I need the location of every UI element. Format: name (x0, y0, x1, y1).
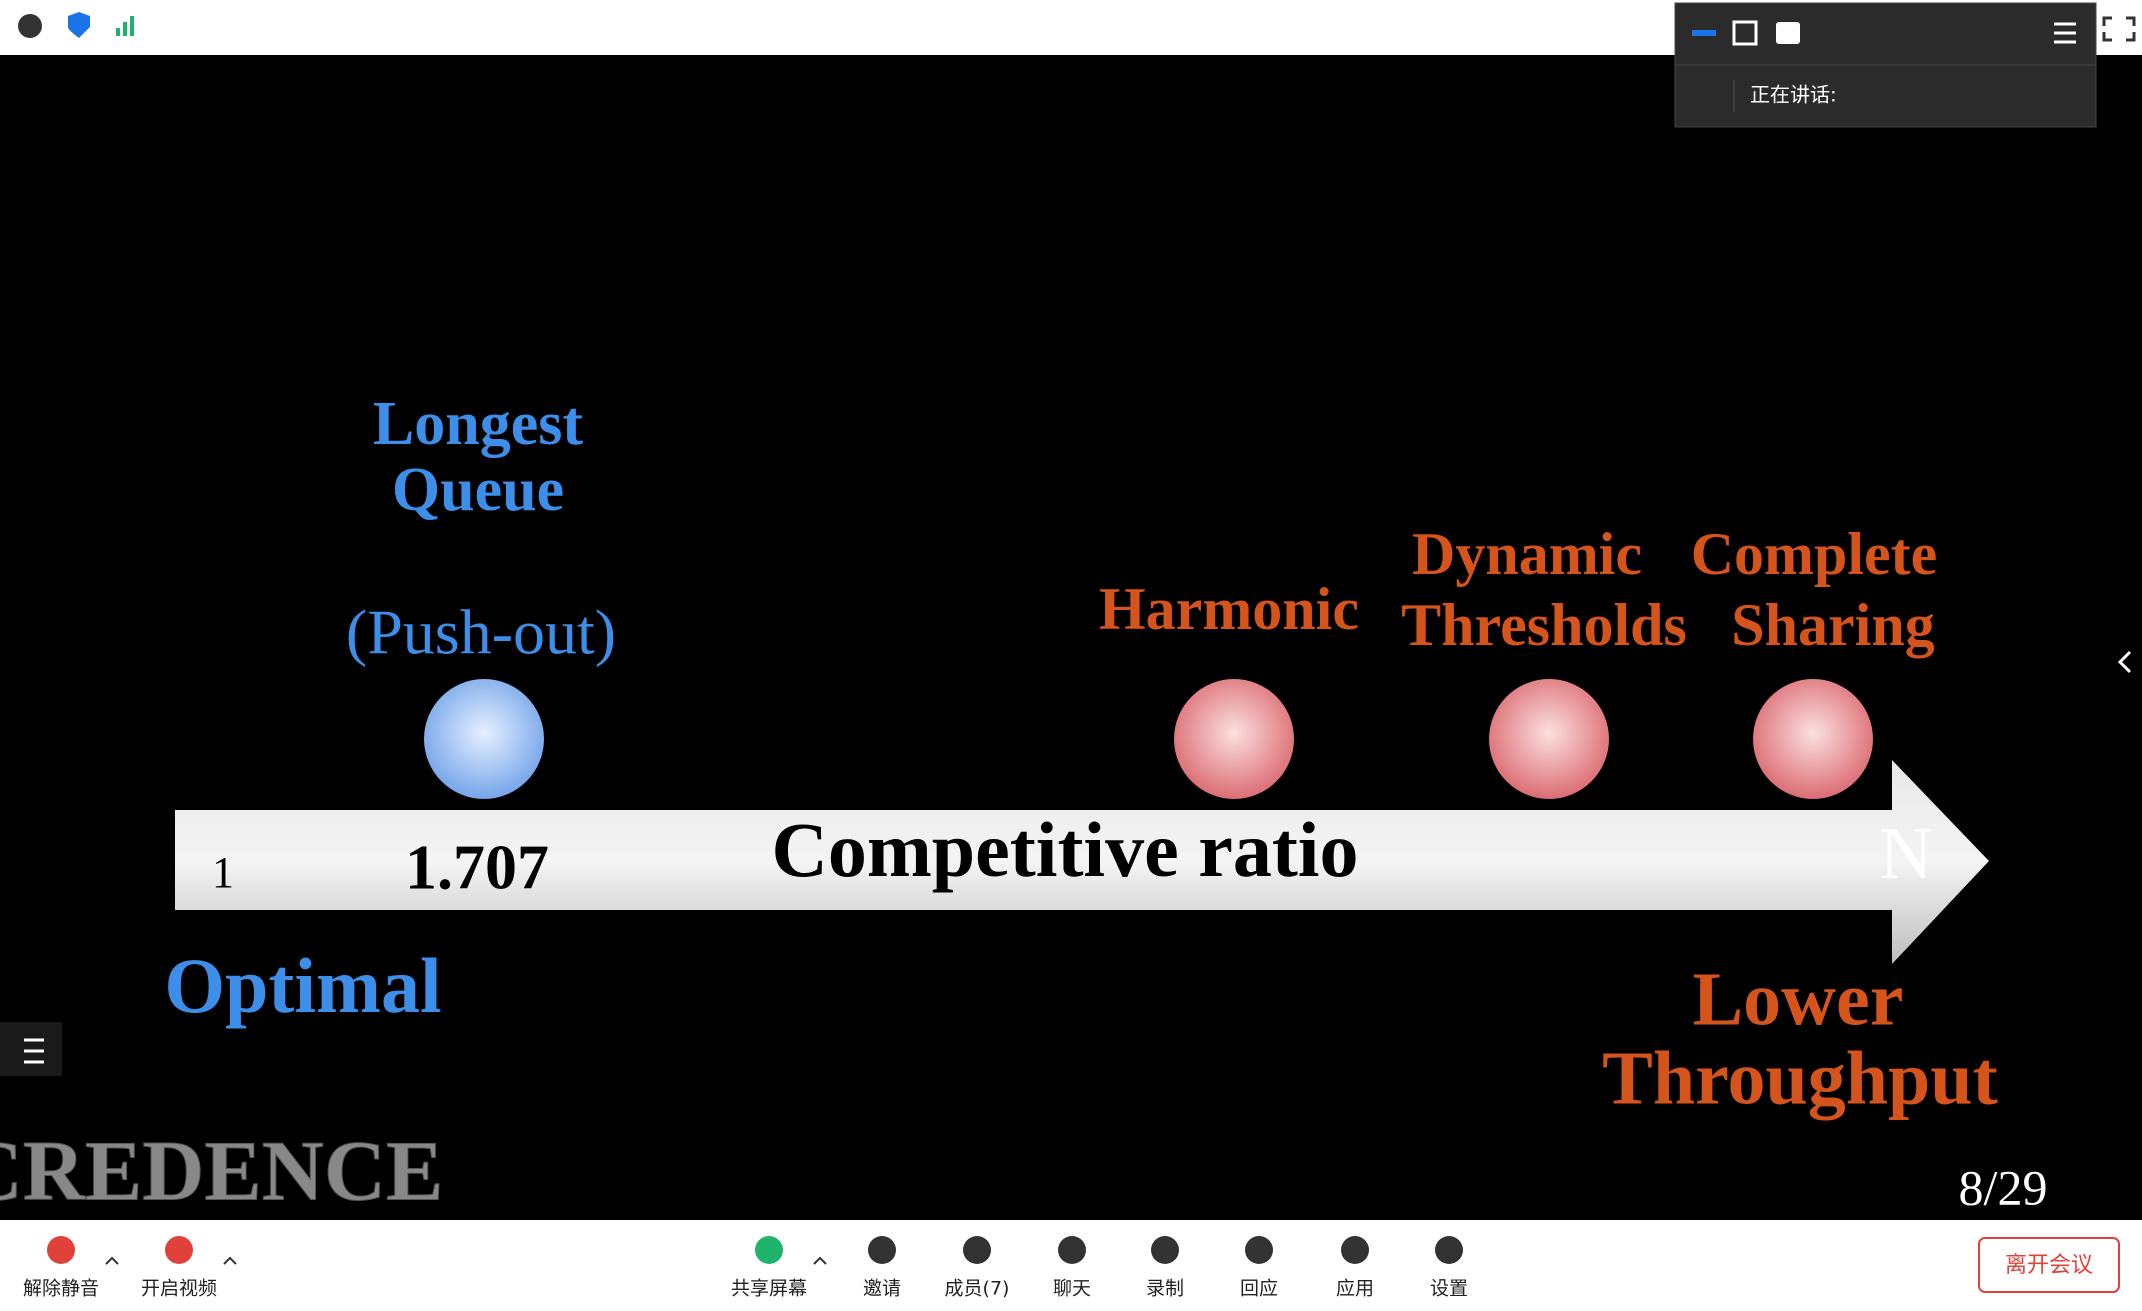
button-label[interactable]: 成员(7) (945, 1278, 1010, 1300)
ball (1489, 679, 1609, 799)
menu-caret[interactable] (223, 1256, 237, 1265)
outline-button[interactable] (0, 1022, 62, 1076)
button-label[interactable]: 录制 (1146, 1278, 1184, 1300)
slide-area (0, 55, 2142, 1220)
slide-label: Dynamic (1412, 521, 1642, 587)
button-label[interactable]: 共享屏幕 (731, 1278, 807, 1300)
button-label[interactable]: 设置 (1430, 1278, 1468, 1300)
slide-label: Sharing (1731, 592, 1934, 658)
slide-label: Throughput (1602, 1036, 1998, 1120)
speaker-label: 正在讲话: (1750, 83, 1837, 107)
logo: CREDENCE (0, 1123, 443, 1219)
axis-label: 1.707 (405, 832, 549, 903)
view-icon[interactable] (1692, 30, 1716, 36)
button-label[interactable]: 聊天 (1053, 1278, 1091, 1300)
button-label[interactable]: 开启视频 (141, 1278, 217, 1300)
button-icon[interactable] (1435, 1236, 1463, 1264)
axis-label: N (1879, 813, 1932, 895)
button-label[interactable]: 应用 (1336, 1278, 1374, 1300)
leave-label[interactable]: 离开会议 (2005, 1253, 2093, 1278)
slide-label: Longest (373, 390, 583, 458)
info-icon[interactable] (18, 14, 42, 38)
view-icon[interactable] (1776, 22, 1800, 44)
leave-button[interactable] (1978, 1237, 2120, 1293)
slide-label: Lower (1692, 957, 1903, 1041)
view-icon[interactable] (1732, 20, 1758, 46)
slide-label: (Push-out) (346, 597, 616, 668)
ball (1753, 679, 1873, 799)
slide-label: Thresholds (1401, 592, 1687, 658)
ratio-arrow (175, 760, 1989, 964)
button-icon[interactable] (47, 1236, 75, 1264)
button-icon[interactable] (755, 1236, 783, 1264)
toolbar-buttons: 解除静音 开启视频 共享屏幕 邀请 成员(7) 聊天 录制 回应 应用 设置 (23, 1236, 1468, 1300)
button-icon[interactable] (1151, 1236, 1179, 1264)
fullscreen-icon[interactable] (2102, 16, 2136, 42)
signal-icon[interactable] (116, 16, 134, 36)
page-number: 8/29 (1959, 1159, 2048, 1215)
button-label[interactable]: 邀请 (863, 1278, 901, 1300)
button-label[interactable]: 回应 (1240, 1278, 1278, 1300)
button-icon[interactable] (165, 1236, 193, 1264)
button-label[interactable]: 解除静音 (23, 1278, 99, 1300)
slide-label: Queue (392, 456, 564, 524)
menu-caret[interactable] (105, 1256, 119, 1265)
menu-caret[interactable] (813, 1256, 827, 1265)
ball (424, 679, 544, 799)
button-icon[interactable] (1245, 1236, 1273, 1264)
shield-icon[interactable] (68, 12, 90, 38)
button-icon[interactable] (963, 1236, 991, 1264)
button-icon[interactable] (868, 1236, 896, 1264)
ball (1174, 679, 1294, 799)
slide-label: Optimal (164, 942, 441, 1029)
collapse-arrow[interactable] (2117, 650, 2132, 674)
button-icon[interactable] (1058, 1236, 1086, 1264)
list-icon[interactable] (2054, 22, 2076, 44)
toolbar (0, 1220, 2142, 1311)
slide-label: Complete (1691, 521, 1938, 587)
button-icon[interactable] (1341, 1236, 1369, 1264)
axis-label: 1 (212, 848, 234, 897)
slide-label: Harmonic (1099, 576, 1359, 642)
axis-title: Competitive ratio (772, 806, 1359, 893)
